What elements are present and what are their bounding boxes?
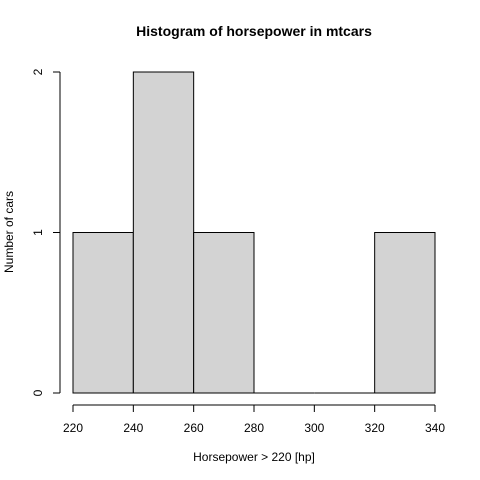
x-tick-label: 300 — [304, 421, 324, 435]
y-axis-label: Number of cars — [2, 191, 16, 273]
x-axis: 220 240 260 280 300 320 340 — [63, 404, 445, 435]
x-tick-label: 220 — [63, 421, 83, 435]
chart-title: Histogram of horsepower in mtcars — [136, 23, 372, 39]
histogram-bar-260-280 — [193, 232, 255, 394]
x-tick-label: 260 — [184, 421, 204, 435]
y-axis: 0 1 2 — [31, 68, 61, 396]
x-tick-label: 240 — [123, 421, 143, 435]
histogram-bar-320-340 — [374, 232, 436, 394]
x-axis-label: Horsepower > 220 [hp] — [193, 450, 315, 464]
histogram-bar-220-240 — [72, 232, 134, 394]
y-tick-label: 0 — [31, 389, 45, 396]
x-tick-label: 280 — [244, 421, 264, 435]
x-tick-label: 340 — [425, 421, 445, 435]
histogram-bar-240-260 — [132, 71, 195, 394]
x-tick-label: 320 — [365, 421, 385, 435]
y-tick-label: 1 — [31, 229, 45, 236]
y-tick-label: 2 — [31, 68, 45, 75]
histogram-bars — [72, 71, 436, 394]
